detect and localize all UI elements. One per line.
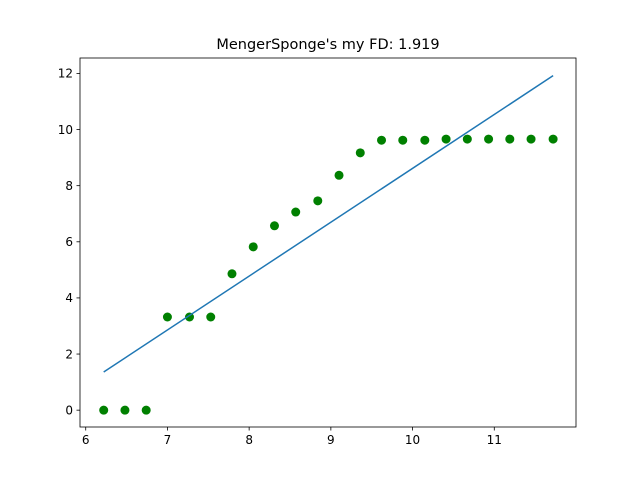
y-tick-label: 8 xyxy=(65,179,73,193)
data-point xyxy=(162,312,172,322)
x-tick-label: 11 xyxy=(487,433,502,447)
axes: 6 7 8 9 10 11 0 2 4 6 8 10 12 xyxy=(58,57,577,447)
data-point xyxy=(420,135,430,145)
y-tick-label: 12 xyxy=(58,67,73,81)
data-point xyxy=(99,405,109,415)
fit-line xyxy=(103,75,554,373)
data-point xyxy=(377,135,387,145)
chart-title: MengerSponge's my FD: 1.919 xyxy=(216,37,439,53)
axes-frame xyxy=(79,57,577,428)
x-tick-label: 10 xyxy=(405,433,420,447)
data-point xyxy=(548,134,558,144)
x-tick-label: 9 xyxy=(327,433,335,447)
data-point xyxy=(355,148,365,158)
data-point xyxy=(141,405,151,415)
data-point xyxy=(526,134,536,144)
x-tick-label: 8 xyxy=(245,433,253,447)
y-tick-label: 10 xyxy=(58,123,73,137)
data-point xyxy=(206,312,216,322)
data-point xyxy=(120,405,130,415)
data-point xyxy=(505,134,515,144)
data-point xyxy=(441,134,451,144)
y-tick-label: 4 xyxy=(65,291,73,305)
x-tick-label: 6 xyxy=(82,433,90,447)
data-point xyxy=(269,221,279,231)
data-point xyxy=(398,135,408,145)
data-point xyxy=(462,134,472,144)
data-point xyxy=(334,170,344,180)
y-tick-label: 6 xyxy=(65,235,73,249)
y-tick-label: 2 xyxy=(65,347,73,361)
data-point xyxy=(248,242,258,252)
data-point xyxy=(291,207,301,217)
data-point xyxy=(227,269,237,279)
plot-area xyxy=(99,75,558,415)
data-point xyxy=(313,196,323,206)
y-tick-label: 0 xyxy=(65,403,73,417)
x-tick-label: 7 xyxy=(164,433,172,447)
data-point xyxy=(484,134,494,144)
